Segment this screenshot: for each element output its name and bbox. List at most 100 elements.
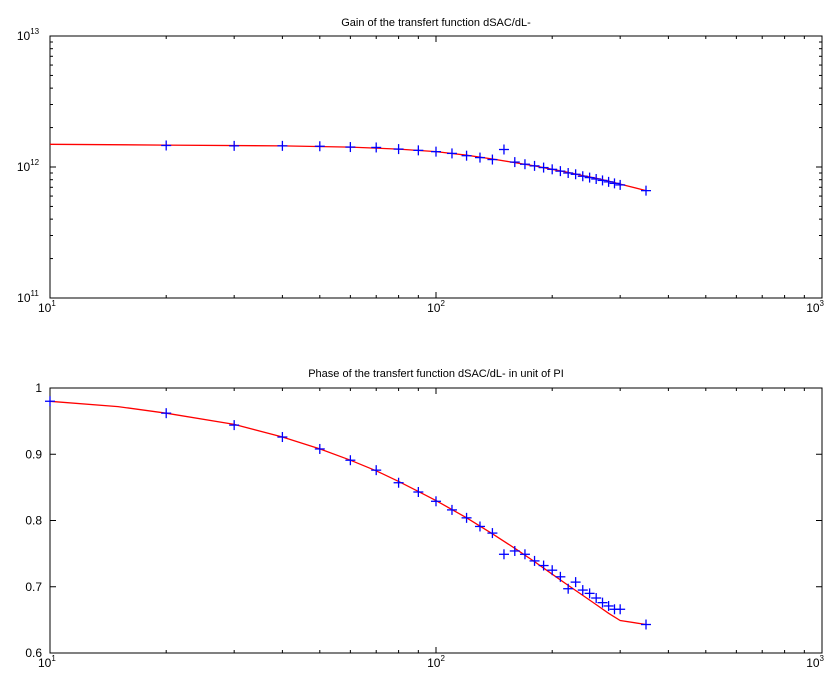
gain-data-point <box>597 175 608 186</box>
gain-y-tick-exponent: 12 <box>30 158 39 167</box>
phase-x-tick-base: 10 <box>427 656 441 670</box>
gain-data-point <box>509 157 520 168</box>
gain-data-point <box>609 178 620 189</box>
phase-data-point <box>498 549 509 560</box>
phase-data-point <box>570 577 581 588</box>
gain-data-point <box>603 176 614 187</box>
phase-data-point <box>45 396 55 407</box>
phase-data-point <box>584 588 595 599</box>
gain-x-tick-base: 10 <box>806 301 820 315</box>
phase-x-tick-label: 101 <box>38 654 56 670</box>
gain-data-point <box>345 142 356 153</box>
phase-data-point <box>413 487 424 498</box>
phase-data-point <box>371 465 382 476</box>
phase-data-point <box>161 408 172 419</box>
gain-x-tick-exponent: 1 <box>51 299 56 308</box>
gain-x-tick-exponent: 2 <box>440 299 445 308</box>
gain-data-point <box>555 166 566 177</box>
gain-y-tick-label: 1012 <box>17 158 40 174</box>
phase-data-point <box>615 604 626 615</box>
phase-data-point <box>591 593 602 604</box>
phase-x-tick-base: 10 <box>38 656 52 670</box>
gain-y-tick-exponent: 13 <box>30 27 39 36</box>
gain-x-tick-label: 103 <box>806 299 824 315</box>
phase-data-point <box>446 504 457 515</box>
phase-data-point <box>529 555 540 566</box>
phase-markers-group <box>45 396 652 630</box>
phase-data-point <box>547 565 558 576</box>
gain-data-point <box>591 173 602 184</box>
phase-x-tick-label: 103 <box>806 654 824 670</box>
phase-x-tick-exponent: 2 <box>440 654 445 663</box>
phase-x-tick-label: 102 <box>427 654 445 670</box>
phase-data-point <box>345 455 356 466</box>
phase-chart-title: Phase of the transfert function dSAC/dL-… <box>308 368 564 380</box>
gain-y-tick-label: 1013 <box>17 27 40 43</box>
gain-y-tick-exponent: 11 <box>31 289 40 298</box>
gain-data-point <box>371 142 382 153</box>
phase-data-point <box>487 528 498 539</box>
phase-data-point <box>577 585 588 596</box>
phase-data-point <box>641 619 652 630</box>
gain-chart-panel: Gain of the transfert function dSAC/dL- … <box>17 17 825 315</box>
phase-x-tick-base: 10 <box>806 656 820 670</box>
gain-data-point <box>277 140 288 151</box>
gain-x-tick-label: 101 <box>38 299 56 315</box>
phase-y-tick-label: 0.9 <box>25 447 42 461</box>
phase-chart-panel: Phase of the transfert function dSAC/dL-… <box>25 368 824 670</box>
gain-data-point <box>229 140 240 151</box>
phase-y-tick-label: 1 <box>35 381 42 395</box>
phase-x-tick-exponent: 3 <box>820 654 825 663</box>
phase-data-point <box>519 549 530 560</box>
gain-markers-group <box>161 140 652 196</box>
gain-data-point <box>393 144 404 155</box>
gain-data-point <box>314 141 325 152</box>
gain-data-point <box>161 140 172 151</box>
gain-data-point <box>570 169 581 180</box>
gain-data-point <box>577 171 588 182</box>
phase-data-point <box>555 571 566 582</box>
gain-data-point <box>498 144 509 155</box>
gain-data-point <box>446 148 457 159</box>
phase-plot-area <box>49 387 823 654</box>
gain-y-tick-base: 10 <box>17 291 31 305</box>
gain-data-point <box>461 150 472 161</box>
gain-chart-title: Gain of the transfert function dSAC/dL- <box>341 17 531 29</box>
gain-x-tick-base: 10 <box>427 301 441 315</box>
gain-y-tick-base: 10 <box>17 160 31 174</box>
gain-data-point <box>563 167 574 178</box>
gain-data-point <box>641 185 652 196</box>
phase-data-point <box>563 583 574 594</box>
phase-data-point <box>277 432 288 443</box>
phase-y-tick-label: 0.7 <box>25 580 42 594</box>
gain-plot-area <box>49 35 823 299</box>
gain-data-point <box>519 159 530 170</box>
gain-fit-line <box>49 143 647 192</box>
gain-data-point <box>529 160 540 171</box>
phase-data-point <box>393 477 404 488</box>
gain-data-point <box>547 164 558 175</box>
phase-data-point <box>538 560 549 571</box>
gain-x-tick-base: 10 <box>38 301 52 315</box>
phase-data-point <box>431 496 441 507</box>
phase-data-point <box>603 600 614 611</box>
phase-data-point <box>597 597 608 608</box>
gain-fit-line-group <box>49 143 647 192</box>
gain-data-point <box>487 154 498 165</box>
gain-x-tick-label: 102 <box>427 299 445 315</box>
phase-data-point <box>474 521 485 532</box>
gain-y-tick-label: 1011 <box>17 289 39 305</box>
gain-data-point <box>538 162 549 173</box>
phase-x-tick-exponent: 1 <box>51 654 56 663</box>
gain-data-point <box>615 179 626 190</box>
gain-data-point <box>474 152 485 163</box>
phase-data-point <box>461 512 472 523</box>
phase-data-point <box>229 420 240 431</box>
phase-fit-line <box>49 400 647 626</box>
phase-fit-line-group <box>49 400 647 626</box>
gain-data-point <box>413 145 424 156</box>
phase-data-point <box>509 545 520 556</box>
